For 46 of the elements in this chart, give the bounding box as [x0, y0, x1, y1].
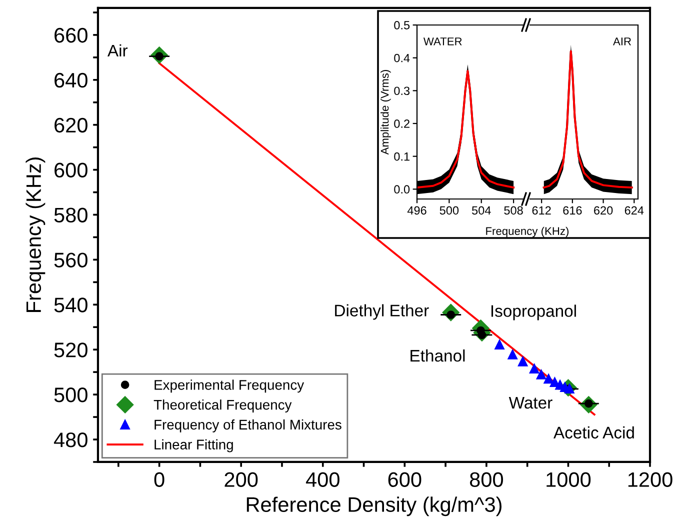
annotation: Acetic Acid: [553, 426, 634, 439]
y-axis-title: Amplitude (Vrms): [380, 70, 391, 155]
y-tick-label: 0.5: [394, 21, 410, 30]
x-axis-title: Frequency (KHz): [486, 226, 569, 238]
x-tick-label: 504: [472, 206, 491, 215]
x-tick-label: 496: [407, 206, 426, 215]
x-tick-label: 500: [440, 206, 459, 215]
annotation: Water: [508, 397, 552, 409]
y-tick-label: 560: [54, 252, 88, 268]
legend-label: Frequency of Ethanol Mixtures: [154, 419, 342, 432]
x-tick-label: 508: [504, 206, 523, 215]
y-tick-label: 0.0: [394, 185, 410, 194]
annotation: AIR: [613, 38, 632, 46]
x-axis-title: Reference Density (kg/m^3): [246, 496, 502, 516]
annotation: Air: [107, 44, 128, 56]
y-tick-label: 480: [54, 432, 88, 448]
y-tick-label: 620: [54, 118, 88, 133]
annotation: WATER: [423, 38, 462, 46]
y-tick-label: 0.4: [394, 54, 410, 62]
x-tick-label: 620: [594, 206, 613, 215]
annotation: Isopropanol: [491, 304, 576, 320]
y-tick-label: 640: [54, 72, 88, 88]
y-axis-title: Frequency (KHz): [26, 158, 46, 312]
y-tick-label: 0.2: [394, 120, 410, 128]
x-tick-label: 400: [306, 472, 340, 487]
legend-label: Linear Fitting: [154, 439, 233, 452]
x-tick-label: 612: [532, 206, 551, 215]
x-tick-label: 1000: [546, 472, 591, 487]
y-tick-label: 0.3: [394, 86, 410, 96]
y-tick-label: 500: [54, 388, 88, 402]
y-tick-label: 600: [54, 162, 88, 178]
y-tick-label: 540: [54, 298, 88, 312]
x-tick-label: 0: [154, 472, 164, 487]
y-tick-label: 520: [54, 342, 88, 358]
x-tick-label: 616: [563, 206, 582, 215]
x-tick-label: 200: [224, 472, 258, 487]
y-tick-label: 580: [54, 208, 88, 222]
y-tick-label: 660: [54, 28, 88, 43]
y-tick-label: 0.1: [394, 152, 410, 161]
x-tick-label: 800: [470, 472, 503, 487]
annotation: Ethanol: [410, 349, 465, 362]
x-tick-label: 624: [624, 206, 644, 215]
legend-label: Theoretical Frequency: [154, 400, 292, 412]
x-tick-label: 1200: [628, 472, 672, 487]
legend-label: Experimental Frequency: [154, 380, 304, 393]
annotation: Diethyl Ether: [335, 304, 429, 320]
